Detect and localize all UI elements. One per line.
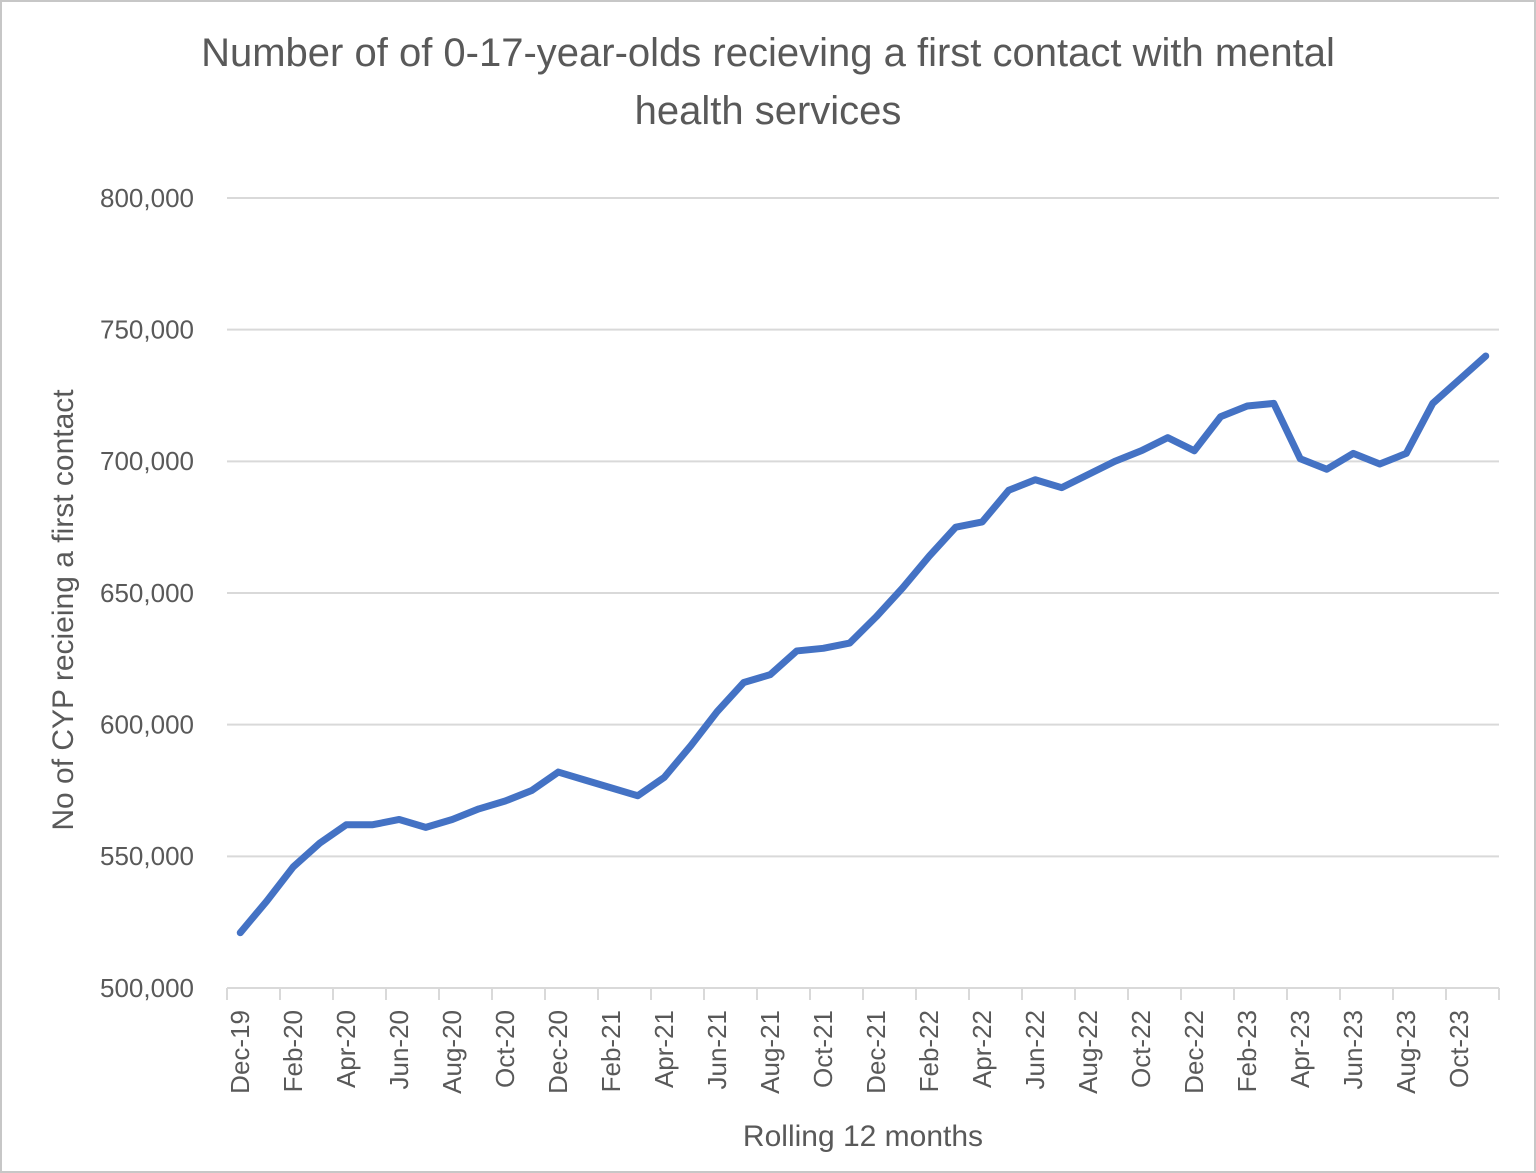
x-tick-label: Apr-21 bbox=[649, 1010, 679, 1088]
x-tick-label: Dec-19 bbox=[225, 1010, 255, 1094]
x-tick-label: Feb-23 bbox=[1232, 1010, 1262, 1092]
x-tick-label: Dec-21 bbox=[861, 1010, 891, 1094]
x-tick-label: Apr-23 bbox=[1285, 1010, 1315, 1088]
y-tick-label: 700,000 bbox=[100, 446, 194, 476]
y-tick-label: 500,000 bbox=[100, 973, 194, 1003]
x-tick-label: Aug-23 bbox=[1391, 1010, 1421, 1094]
x-tick-label: Apr-20 bbox=[331, 1010, 361, 1088]
y-tick-label: 750,000 bbox=[100, 315, 194, 345]
x-tick-label: Feb-21 bbox=[596, 1010, 626, 1092]
x-tick-label: Aug-22 bbox=[1073, 1010, 1103, 1094]
y-tick-label: 550,000 bbox=[100, 841, 194, 871]
x-tick-label: Dec-20 bbox=[543, 1010, 573, 1094]
x-tick-label: Feb-22 bbox=[914, 1010, 944, 1092]
chart-title: Number of of 0-17-year-olds recieving a … bbox=[201, 31, 1335, 133]
x-tick-label: Jun-23 bbox=[1338, 1010, 1368, 1090]
x-tick-label: Oct-23 bbox=[1444, 1010, 1474, 1088]
x-tick-label: Aug-21 bbox=[755, 1010, 785, 1094]
y-tick-label: 650,000 bbox=[100, 578, 194, 608]
x-tick-label: Jun-22 bbox=[1020, 1010, 1050, 1090]
y-tick-label: 600,000 bbox=[100, 710, 194, 740]
data-line-series bbox=[236, 352, 1490, 937]
x-tick-label: Oct-21 bbox=[808, 1010, 838, 1088]
x-tick-label: Apr-22 bbox=[967, 1010, 997, 1088]
x-tick-label: Dec-22 bbox=[1179, 1010, 1209, 1094]
y-tick-label: 800,000 bbox=[100, 183, 194, 213]
x-axis-title: Rolling 12 months bbox=[742, 1120, 984, 1153]
x-tick-label: Aug-20 bbox=[437, 1010, 467, 1094]
x-tick-label: Jun-20 bbox=[384, 1010, 414, 1090]
x-tick-label: Oct-22 bbox=[1126, 1010, 1156, 1088]
x-tick-label: Jun-21 bbox=[702, 1010, 732, 1090]
x-tick-label: Feb-20 bbox=[278, 1010, 308, 1092]
x-tick-label: Oct-20 bbox=[490, 1010, 520, 1088]
